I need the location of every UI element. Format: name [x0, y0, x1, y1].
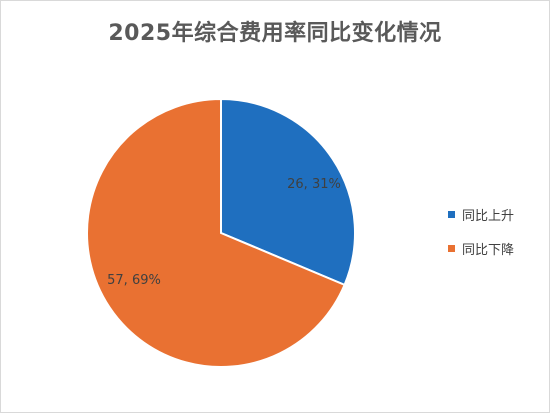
pie-slice-fall — [86, 97, 346, 368]
pie-slices — [86, 97, 356, 368]
legend-label-rise: 同比上升 — [462, 209, 515, 224]
chart-legend: 同比上升 同比下降 — [448, 205, 514, 273]
chart-title: 2025年综合费用率同比变化情况 — [108, 21, 442, 46]
data-label-rise: 26, 31% — [287, 177, 341, 192]
legend-item-rise: 同比上升 — [448, 205, 514, 224]
data-label-fall: 57, 69% — [107, 273, 161, 288]
pie-data-labels: 26, 31% 57, 69% — [107, 177, 341, 288]
legend-label-fall: 同比下降 — [462, 243, 515, 258]
legend-swatch-fall — [448, 245, 455, 252]
legend-swatch-rise — [448, 211, 455, 218]
legend-item-fall: 同比下降 — [448, 239, 514, 258]
pie-slice-rise — [220, 97, 356, 287]
